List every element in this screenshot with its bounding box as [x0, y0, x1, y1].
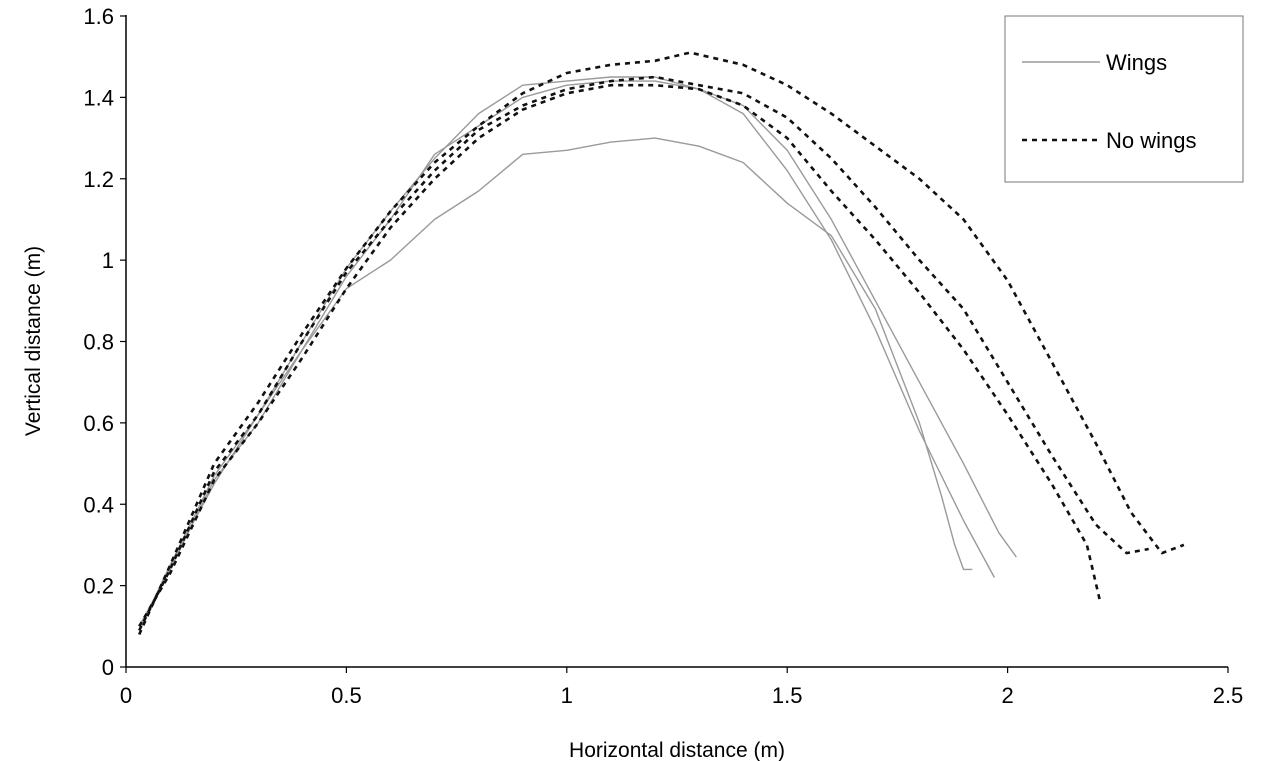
- series-line-no-wings-6: [138, 83, 1102, 627]
- series-line-wings-2: [138, 76, 996, 631]
- y-tick-label: 0.8: [83, 330, 114, 355]
- y-tick-label: 0.6: [83, 411, 114, 436]
- x-tick-label: 2.5: [1213, 683, 1244, 708]
- x-tick-label: 1.5: [772, 683, 803, 708]
- y-tick-label: 0: [102, 655, 114, 680]
- legend-label-no-wings: No wings: [1106, 128, 1196, 153]
- series-line-wings-3: [138, 80, 1017, 627]
- series-line-no-wings-5: [138, 75, 1149, 631]
- series-line-no-wings-4: [138, 51, 1185, 636]
- y-tick-label: 1: [102, 248, 114, 273]
- x-tick-label: 0: [120, 683, 132, 708]
- y-tick-label: 1.6: [83, 4, 114, 29]
- y-tick-label: 0.4: [83, 492, 114, 517]
- legend-label-wings: Wings: [1106, 50, 1167, 75]
- y-tick-label: 0.2: [83, 574, 114, 599]
- y-tick-label: 1.4: [83, 85, 114, 110]
- ticks-layer: 0 0.5 1 1.5 2 2.5 0 0.2 0.4 0.6 0.8 1 1.2 1.4 1.6: [83, 4, 1243, 708]
- x-tick-label: 2: [1001, 683, 1013, 708]
- y-tick-label: 1.2: [83, 167, 114, 192]
- legend-box: [1004, 15, 1244, 183]
- series-line-wings-1: [138, 137, 973, 631]
- x-axis-label: Horizontal distance (m): [569, 739, 785, 761]
- legend: Wings No wings: [1004, 15, 1244, 183]
- x-tick-label: 1: [561, 683, 573, 708]
- series-layer: [138, 51, 1185, 636]
- y-axis-label: Vertical distance (m): [22, 246, 45, 436]
- x-tick-label: 0.5: [331, 683, 362, 708]
